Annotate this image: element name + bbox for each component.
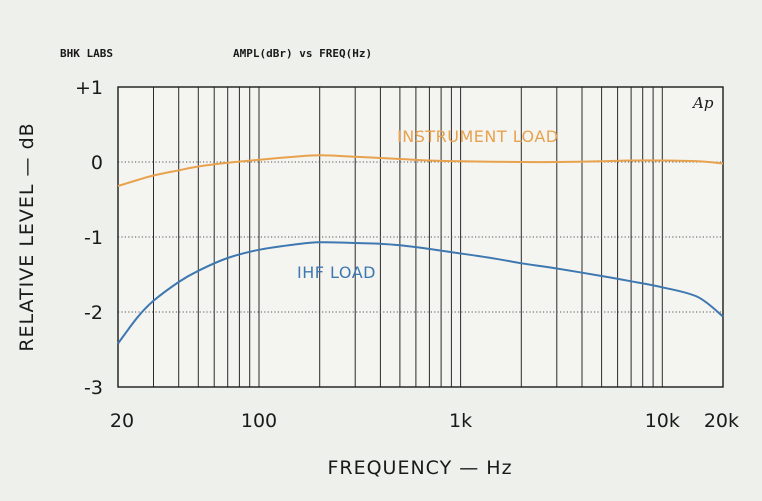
x-tick-label: 20 [110,410,134,432]
y-tick-label: 0 [91,152,103,174]
y-tick-label: +1 [75,77,103,99]
series-lines [117,154,724,345]
series-label-instrument-load: INSTRUMENT LOAD [397,127,559,146]
x-tick-label: 20k [704,410,739,432]
series-line-instrument-load [117,154,724,187]
series-line-ihf-load [117,241,724,345]
x-tick-label: 10k [645,410,680,432]
x-axis-label: FREQUENCY — Hz [327,457,512,479]
plot-frame [117,86,724,388]
y-tick-label: -3 [84,377,103,399]
y-tick-label: -1 [84,227,103,249]
chart-title: AMPL(dBr) vs FREQ(Hz) [233,47,372,60]
y-tick-labels: +1 0 -1 -2 -3 [75,77,103,399]
y-axis-label: RELATIVE LEVEL — dB [16,122,38,351]
x-tick-labels: 20 100 1k 10k 20k [110,410,739,432]
corner-mark: Ap [691,94,714,112]
x-tick-label: 1k [449,410,472,432]
grid [118,87,723,387]
y-tick-label: -2 [84,302,103,324]
x-tick-label: 100 [241,410,277,432]
header-left: BHK LABS [60,47,113,60]
series-label-ihf-load: IHF LOAD [297,263,376,282]
